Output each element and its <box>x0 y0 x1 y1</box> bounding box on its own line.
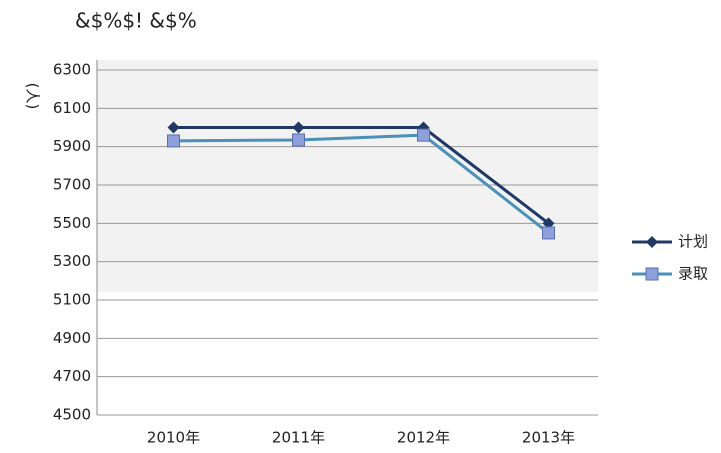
y-tick-label: 6100 <box>53 99 91 117</box>
series-line <box>173 126 550 225</box>
y-tick-label: 5700 <box>53 176 91 194</box>
marker <box>167 134 180 148</box>
y-tick-label: 4900 <box>53 329 91 347</box>
y-tick-label: 5100 <box>53 291 91 309</box>
legend-label: 录取 <box>678 265 708 283</box>
legend-label: 计划 <box>678 233 708 251</box>
y-tick-label: 5300 <box>53 252 91 270</box>
marker <box>417 128 430 142</box>
y-tick-label: 4700 <box>53 367 91 385</box>
marker <box>542 226 555 240</box>
chart-title: &$%$! &$% <box>75 9 197 33</box>
x-tick-label: 2010年 <box>147 429 200 447</box>
marker <box>542 217 555 230</box>
marker <box>645 267 659 281</box>
marker <box>646 236 658 248</box>
series-line <box>173 133 550 235</box>
x-tick-label: 2013年 <box>522 429 575 447</box>
y-tick-label: 4500 <box>53 406 91 424</box>
y-tick-label: 6300 <box>53 61 91 79</box>
y-tick-label: 5500 <box>53 214 91 232</box>
y-tick-label: 5900 <box>53 137 91 155</box>
x-tick-label: 2012年 <box>397 429 450 447</box>
marker <box>292 133 305 147</box>
x-tick-label: 2011年 <box>272 429 325 447</box>
y-axis-label: (人) <box>24 83 42 110</box>
marker <box>292 121 305 134</box>
marker <box>167 121 180 134</box>
plot-background <box>97 60 598 292</box>
